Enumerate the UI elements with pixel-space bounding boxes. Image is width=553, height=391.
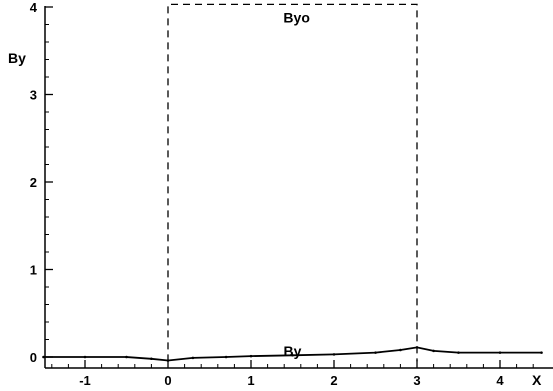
annotation-by-label: By: [284, 343, 302, 359]
series-by-point: [191, 356, 195, 360]
x-tick-label: 4: [496, 373, 504, 388]
x-tick-label: 2: [330, 373, 337, 388]
x-tick-label: 0: [164, 373, 171, 388]
series-by-point: [224, 355, 228, 359]
series-byo-dashed-line: [167, 3, 418, 362]
series-by-point: [374, 351, 377, 354]
y-tick-label: 3: [30, 88, 37, 103]
y-tick-labels: 0 1 2 3 4: [30, 0, 38, 365]
y-tick-label: 0: [30, 350, 37, 365]
series-by-point: [125, 355, 128, 359]
plot-frame: [44, 6, 553, 369]
x-tick-label: -1: [79, 373, 91, 388]
series-by-point: [249, 354, 253, 358]
x-tick-label: 1: [247, 373, 254, 388]
y-tick-label: 4: [30, 0, 38, 15]
series-by-point: [540, 351, 543, 354]
series-layer: [42, 3, 543, 362]
series-by-point: [332, 353, 336, 356]
series-by-point: [150, 357, 153, 361]
series-by-point: [457, 351, 460, 354]
y-axis-title: By: [8, 50, 26, 66]
y-tick-label: 1: [30, 263, 37, 278]
x-axis-title: X: [532, 372, 542, 388]
y-tick-label: 2: [30, 175, 37, 190]
series-by-point: [42, 355, 45, 359]
x-tick-labels: -1 0 1 2 3 4: [79, 373, 504, 388]
series-by-point: [83, 355, 87, 359]
series-by-point: [432, 349, 435, 353]
series-by-point: [399, 348, 402, 352]
series-by-point: [498, 351, 502, 354]
series-by-point: [291, 353, 294, 357]
annotation-byo-label: Byo: [283, 10, 309, 26]
x-ticks: [51, 360, 534, 368]
y-ticks: [45, 6, 53, 358]
x-tick-label: 3: [413, 373, 420, 388]
